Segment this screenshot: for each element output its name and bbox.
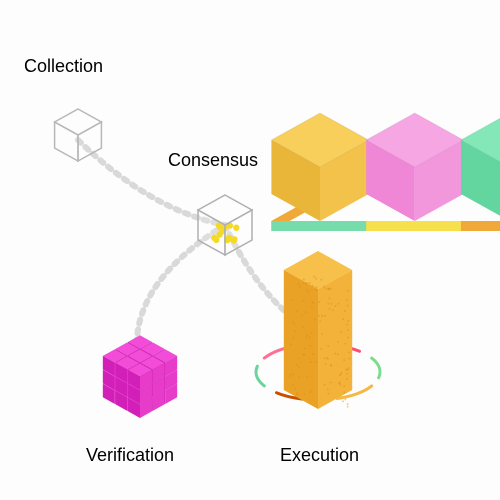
label-collection: Collection [24, 56, 103, 77]
execution-ring [256, 366, 264, 386]
execution-ring [372, 358, 380, 378]
label-consensus: Consensus [168, 150, 258, 171]
collection-cube [55, 109, 102, 135]
label-verification: Verification [86, 445, 174, 466]
collection-cube [55, 122, 78, 161]
label-execution: Execution [280, 445, 359, 466]
